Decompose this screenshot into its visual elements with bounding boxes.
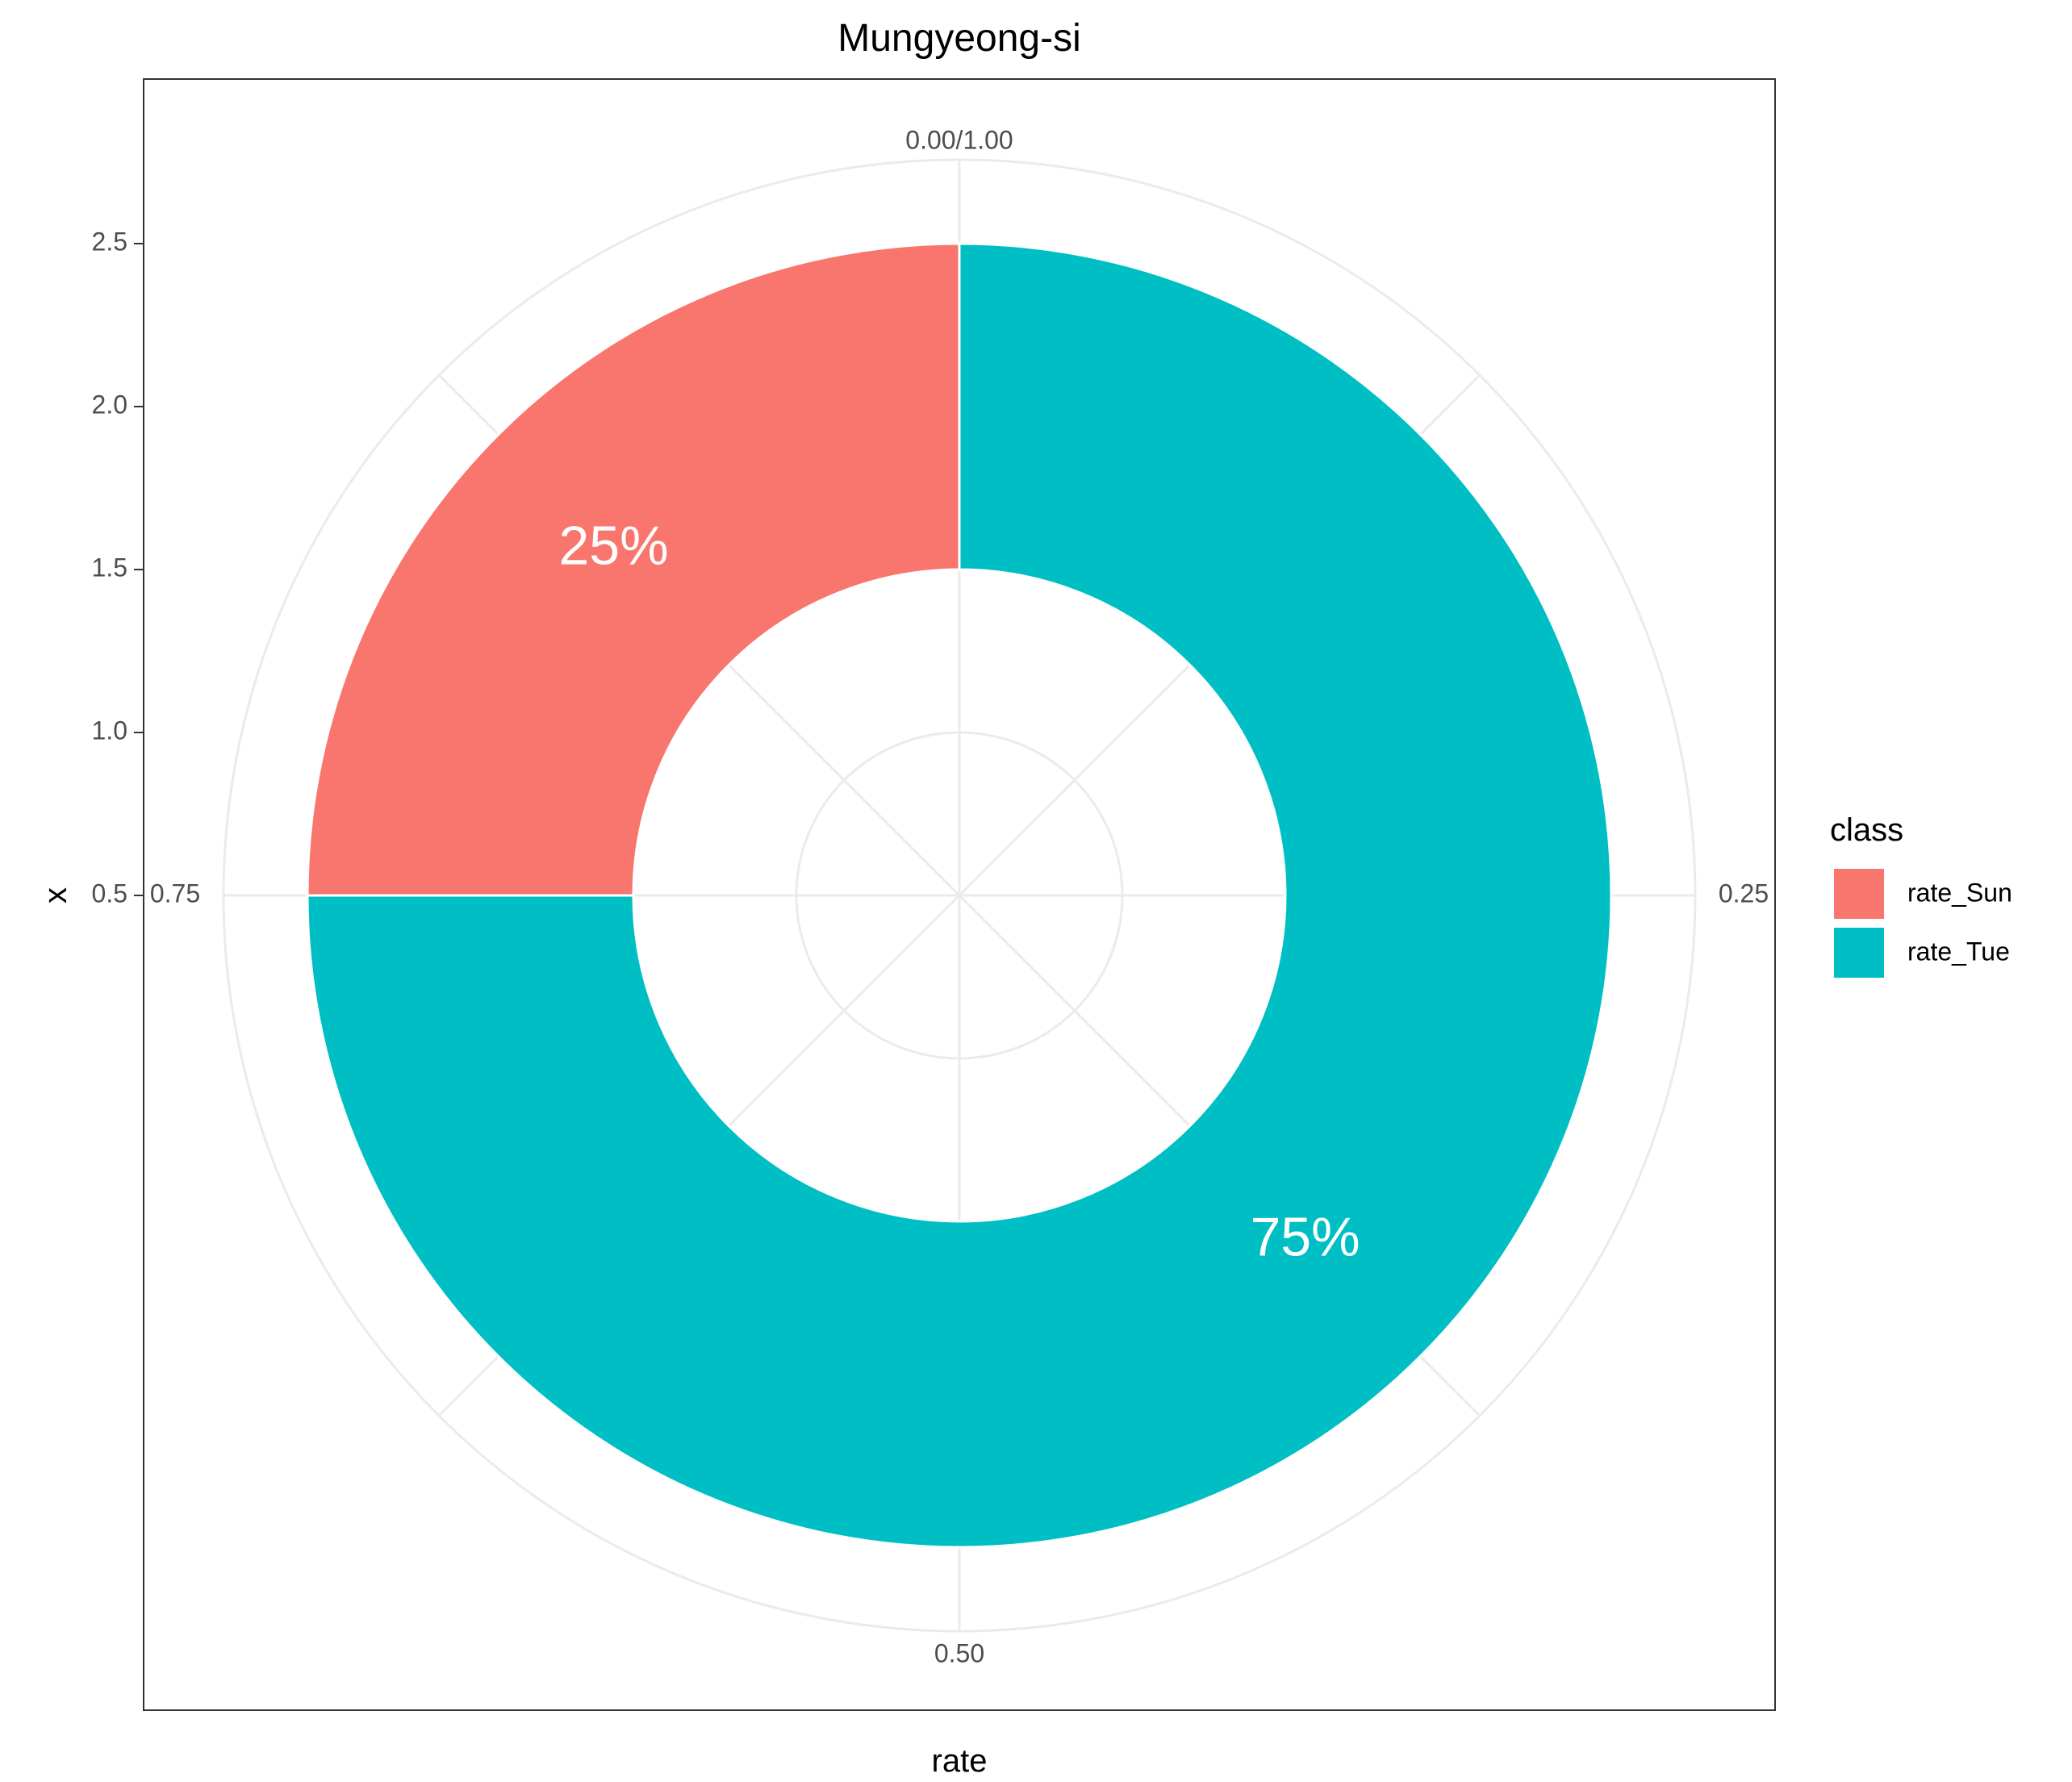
slice-rate-sun — [306, 242, 961, 897]
y-axis-title: x — [38, 887, 73, 904]
radial-tick-4: 2.5 — [92, 227, 127, 256]
angular-tick-2: 0.50 — [934, 1638, 984, 1667]
x-axis-title: rate — [932, 1743, 988, 1779]
angular-tick-1: 0.25 — [1719, 878, 1769, 908]
slice-label-rate-sun: 25% — [558, 515, 668, 576]
slice-labels: 25% 75% — [558, 515, 1360, 1267]
radial-tick-0: 0.5 — [92, 878, 127, 908]
angular-tick-0: 0.00/1.00 — [905, 125, 1013, 154]
angular-tick-3: 0.75 — [150, 878, 200, 908]
legend-key-rate-tue — [1834, 928, 1884, 978]
legend-title: class — [1830, 812, 1903, 848]
angular-axis: 0.00/1.00 0.25 0.50 0.75 — [150, 125, 1769, 1667]
radial-axis: 0.5 1.0 1.5 2.0 2.5 — [92, 227, 144, 908]
chart-title: Mungyeong-si — [838, 17, 1081, 60]
legend: class rate_Sun rate_Tue — [1830, 812, 2012, 978]
legend-key-rate-sun — [1834, 869, 1884, 919]
donut-slices — [306, 242, 1613, 1549]
radial-tick-1: 1.0 — [92, 716, 127, 745]
legend-label-rate-tue: rate_Tue — [1907, 937, 2010, 966]
legend-label-rate-sun: rate_Sun — [1907, 878, 2012, 907]
slice-label-rate-tue: 75% — [1250, 1206, 1360, 1267]
radial-tick-3: 2.0 — [92, 390, 127, 419]
radial-tick-2: 1.5 — [92, 553, 127, 582]
slice-rate-tue — [306, 242, 1613, 1549]
